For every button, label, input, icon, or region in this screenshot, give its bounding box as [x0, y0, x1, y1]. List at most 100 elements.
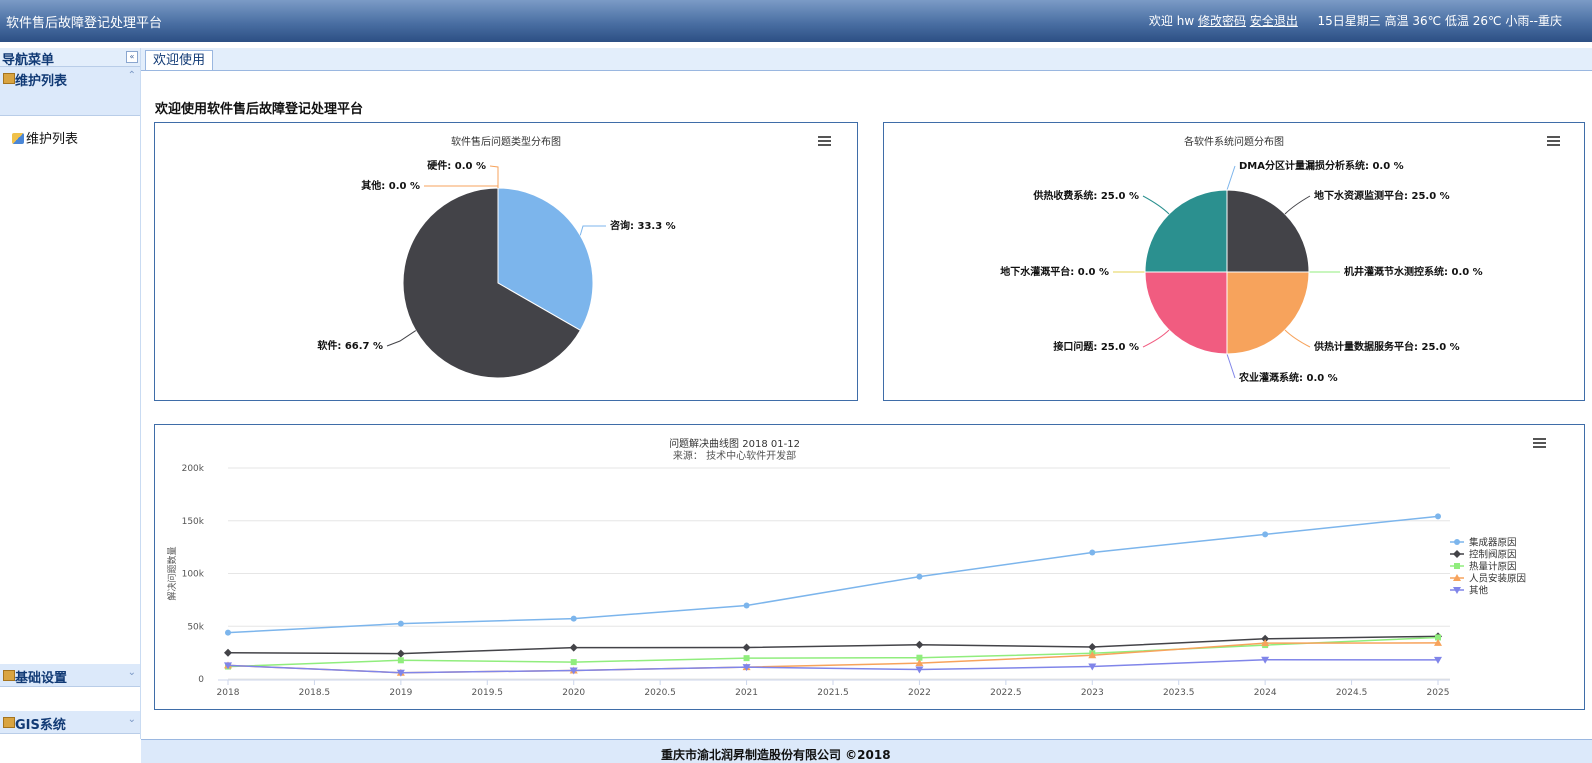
y-axis-title: 解决问题数量 [166, 546, 178, 600]
x-tick-label: 2020 [562, 688, 585, 698]
chevron-down-icon[interactable]: ⌄ [127, 667, 136, 678]
pie-slice[interactable] [1144, 189, 1228, 273]
data-point[interactable] [569, 643, 578, 652]
data-point[interactable] [743, 602, 750, 609]
data-point[interactable] [1454, 539, 1460, 545]
data-point[interactable] [742, 664, 751, 672]
data-point[interactable] [570, 615, 577, 622]
accordion-maintenance-list[interactable]: 维护列表 ⌃ [0, 67, 140, 90]
resolution-line-chart-panel: 问题解决曲线图 2018 01-12 来源： 技术中心软件开发部 0 50k 100… [154, 424, 1585, 710]
data-point[interactable] [570, 659, 577, 666]
data-point[interactable] [915, 666, 924, 674]
pie-connector [579, 225, 606, 236]
pie-connector [1284, 329, 1311, 348]
data-point[interactable] [1434, 638, 1442, 646]
logout-link[interactable]: 安全退出 [1249, 14, 1298, 28]
data-point[interactable] [1434, 656, 1442, 664]
legend-item[interactable]: 集成器原因 [1469, 537, 1517, 549]
pie-connector [1226, 165, 1236, 191]
series-line[interactable] [227, 515, 1439, 634]
chart-menu-icon[interactable] [1533, 438, 1546, 448]
data-point[interactable] [1088, 643, 1097, 652]
pie-data-label: DMA分区计量漏损分析系统: 0.0 % [1239, 159, 1404, 172]
x-tick-label: 2022.5 [990, 688, 1022, 698]
data-point[interactable] [1261, 656, 1270, 664]
y-tick-label: 0 [198, 675, 204, 685]
pie-slice[interactable] [1226, 189, 1310, 273]
data-point[interactable] [1088, 651, 1097, 659]
data-point[interactable] [396, 669, 405, 677]
list-icon [12, 133, 24, 144]
footer-bar: 重庆市渝北润昇制造股份有限公司 ©2018 [141, 739, 1592, 763]
sidebar-collapse-button[interactable]: « [126, 51, 138, 63]
folder-icon [3, 670, 15, 681]
data-point[interactable] [1261, 634, 1270, 643]
legend-item[interactable]: 人员安装原因 [1469, 573, 1526, 585]
data-point[interactable] [1453, 550, 1461, 558]
data-point[interactable] [225, 629, 231, 636]
series-line[interactable] [227, 636, 1439, 668]
chevron-up-icon[interactable]: ⌃ [127, 70, 136, 81]
tab-bar: 欢迎使用 [141, 48, 1592, 71]
navigation-sidebar: 导航菜单 « 维护列表 ⌃ 维护列表 基础设置 ⌄ GIS系统 ⌄ [0, 48, 142, 739]
data-point[interactable] [1453, 587, 1461, 594]
x-tick-label: 2024 [1254, 688, 1277, 698]
legend-item[interactable]: 热量计原因 [1469, 561, 1517, 573]
pie-connector [424, 185, 499, 188]
data-point[interactable] [1435, 634, 1441, 641]
x-tick-label: 2021 [735, 688, 758, 698]
pie-slice[interactable] [1226, 271, 1310, 355]
chevron-down-icon[interactable]: ⌄ [127, 714, 136, 725]
pie-data-label: 其他: 0.0 % [361, 179, 420, 192]
data-point[interactable] [1453, 574, 1461, 581]
pie-slice[interactable] [1144, 271, 1228, 355]
x-tick-label: 2023.5 [1163, 688, 1195, 698]
data-point[interactable] [397, 657, 404, 664]
change-password-link[interactable]: 修改密码 [1197, 14, 1246, 28]
data-point[interactable] [1435, 513, 1441, 520]
legend-item[interactable]: 其他 [1469, 585, 1489, 597]
header-user-area: 欢迎 hw 修改密码 安全退出 15日星期三 高温 36℃ 低温 26℃ 小雨-… [1149, 12, 1562, 29]
data-point[interactable] [1261, 639, 1270, 647]
accordion-title: 基础设置 [15, 671, 68, 686]
data-point[interactable] [1088, 663, 1097, 671]
accordion-gis-system[interactable]: GIS系统 ⌄ [0, 711, 140, 734]
x-tick-label: 2020.5 [644, 688, 676, 698]
data-point[interactable] [915, 659, 924, 667]
pie-connector [1142, 329, 1170, 348]
data-point[interactable] [916, 654, 923, 661]
sidebar-header: 导航菜单 « [0, 48, 140, 68]
pie-connector [1284, 195, 1311, 215]
problem-type-pie: 咨询: 33.3 % 软件: 66.7 % 其他: 0.0 % 硬件: 0.0 % [317, 159, 676, 379]
pie-slice[interactable] [497, 187, 594, 332]
system-distribution-pie: DMA分区计量漏损分析系统: 0.0 % 地下水资源监测平台: 25.0 % 机井灌… [1000, 159, 1482, 384]
legend-item[interactable]: 控制阀原因 [1469, 549, 1517, 561]
data-point[interactable] [569, 667, 578, 675]
chart-menu-icon[interactable] [1547, 136, 1560, 146]
data-point[interactable] [1454, 563, 1460, 569]
chart-menu-icon[interactable] [818, 136, 831, 146]
pie-connector [1226, 353, 1236, 379]
tab-welcome[interactable]: 欢迎使用 [145, 50, 214, 70]
chart-subtitle: 来源： 技术中心软件开发部 [672, 451, 797, 462]
sidebar-item-maintenance-list[interactable]: 维护列表 [12, 128, 78, 147]
data-point[interactable] [743, 655, 750, 662]
series-line[interactable] [227, 658, 1439, 674]
x-tick-label: 2024.5 [1336, 688, 1368, 698]
data-point[interactable] [224, 662, 232, 670]
data-point[interactable] [915, 640, 924, 649]
pie-data-label: 地下水灌溉平台: 0.0 % [1000, 265, 1109, 278]
data-point[interactable] [396, 649, 405, 658]
page-title: 欢迎使用软件售后故障登记处理平台 [155, 102, 364, 117]
data-point[interactable] [1089, 549, 1096, 556]
data-point[interactable] [224, 648, 232, 657]
problem-type-chart-panel: 软件售后问题类型分布图 咨询: 33.3 % 软件: 66.7 % 其他: 0.0 … [154, 122, 858, 401]
accordion-basic-settings[interactable]: 基础设置 ⌄ [0, 664, 140, 687]
data-point[interactable] [397, 620, 404, 627]
data-point[interactable] [916, 573, 923, 580]
data-point[interactable] [742, 643, 751, 652]
pie-slice[interactable] [402, 187, 582, 379]
series-line[interactable] [227, 635, 1439, 655]
data-point[interactable] [1262, 531, 1269, 538]
pie-connector [489, 165, 499, 188]
